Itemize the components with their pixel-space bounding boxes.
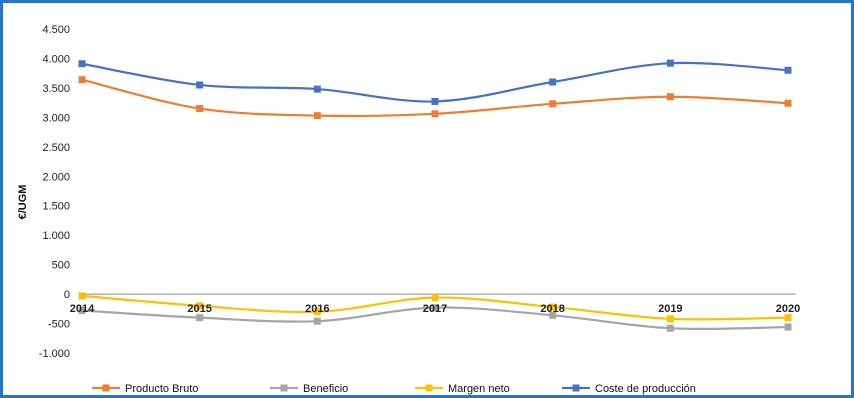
data-point xyxy=(78,292,86,300)
x-tick-label: 2020 xyxy=(776,303,800,315)
data-point xyxy=(784,323,792,331)
x-tick-label: 2017 xyxy=(423,303,447,315)
data-point xyxy=(196,81,204,89)
x-axis-ticks: 2014 2015 2016 2017 2018 2019 2020 xyxy=(70,303,800,315)
series-lines xyxy=(78,59,792,332)
y-tick-label: -500 xyxy=(48,319,70,331)
y-tick-label: 3.000 xyxy=(42,112,70,124)
legend-label: Producto Bruto xyxy=(125,383,198,395)
legend-label: Margen neto xyxy=(448,383,510,395)
x-tick-label: 2018 xyxy=(540,303,564,315)
data-point xyxy=(313,308,321,316)
data-point xyxy=(431,304,439,312)
y-tick-label: 1.500 xyxy=(42,201,70,213)
series-line xyxy=(81,61,789,103)
data-point xyxy=(784,66,792,74)
legend-swatch-marker xyxy=(572,384,580,392)
y-tick-label: 2.500 xyxy=(42,142,70,154)
data-point xyxy=(784,314,792,322)
data-point xyxy=(549,303,557,311)
data-point xyxy=(431,110,439,118)
data-point xyxy=(196,314,204,322)
data-point xyxy=(784,99,792,107)
y-tick-label: -1.000 xyxy=(39,348,70,360)
data-point xyxy=(313,112,321,120)
legend-swatch-marker xyxy=(425,384,433,392)
legend-item: Coste de producción xyxy=(562,383,696,395)
data-point xyxy=(78,60,86,68)
x-tick-label: 2014 xyxy=(70,303,95,315)
data-point xyxy=(313,317,321,325)
y-tick-label: 4.500 xyxy=(42,24,70,36)
legend-swatch-marker xyxy=(280,384,288,392)
data-point xyxy=(549,78,557,86)
legend-swatch-marker xyxy=(102,384,110,392)
y-axis-ticks: 4.500 4.000 3.500 3.000 2.500 2.000 1.500 1.000… xyxy=(39,24,70,360)
y-tick-label: 2.000 xyxy=(42,171,70,183)
legend-label: Coste de producción xyxy=(595,383,696,395)
data-point xyxy=(431,97,439,105)
y-tick-label: 3.500 xyxy=(42,83,70,95)
legend-label: Beneficio xyxy=(303,383,348,395)
data-point xyxy=(78,76,86,84)
data-point xyxy=(313,85,321,93)
legend-item: Beneficio xyxy=(270,383,348,395)
data-point xyxy=(666,315,674,323)
y-tick-label: 0 xyxy=(64,289,70,301)
x-tick-label: 2016 xyxy=(305,303,329,315)
data-point xyxy=(196,105,204,113)
series-coste-de-produccion xyxy=(78,59,792,105)
series-margen-neto xyxy=(78,292,792,323)
y-tick-label: 1.000 xyxy=(42,230,70,242)
data-point xyxy=(666,59,674,67)
series-beneficio xyxy=(78,304,792,332)
x-tick-label: 2015 xyxy=(187,303,211,315)
data-point xyxy=(431,294,439,302)
data-point xyxy=(196,302,204,310)
y-axis-label: €/UGM xyxy=(17,185,29,220)
legend-item: Producto Bruto xyxy=(92,383,198,395)
data-point xyxy=(549,100,557,108)
data-point xyxy=(666,93,674,101)
legend-item: Margen neto xyxy=(415,383,510,395)
x-tick-label: 2019 xyxy=(658,303,682,315)
y-tick-label: 500 xyxy=(52,260,70,272)
data-point xyxy=(78,307,86,315)
legend: Producto Bruto Beneficio Margen neto Coste … xyxy=(92,383,696,395)
data-point xyxy=(549,311,557,319)
data-point xyxy=(666,324,674,332)
y-tick-label: 4.000 xyxy=(42,53,70,65)
series-producto-bruto xyxy=(78,76,792,120)
